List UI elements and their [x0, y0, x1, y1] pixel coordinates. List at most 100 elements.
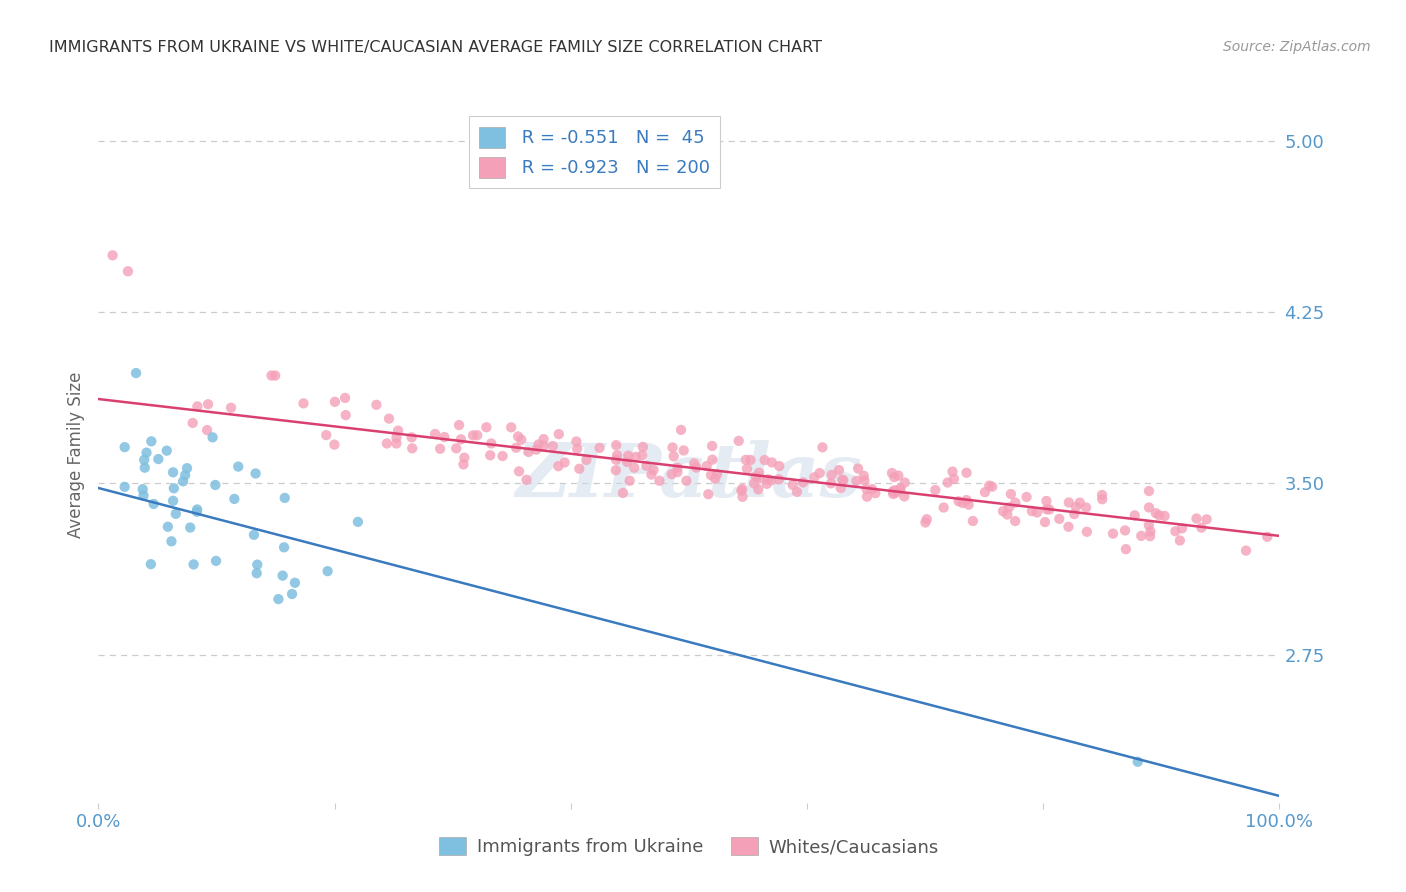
Point	[617, 449, 640, 463]
Point	[832, 473, 855, 487]
Point	[887, 468, 910, 483]
Point	[735, 461, 758, 475]
Point	[267, 592, 290, 607]
Point	[914, 516, 936, 530]
Point	[183, 558, 205, 572]
Point	[315, 428, 337, 442]
Point	[162, 493, 184, 508]
Point	[1126, 755, 1149, 769]
Point	[828, 463, 851, 477]
Point	[605, 452, 627, 467]
Point	[1057, 495, 1080, 509]
Point	[465, 428, 488, 442]
Point	[135, 445, 157, 459]
Point	[1234, 543, 1257, 558]
Point	[134, 453, 156, 467]
Point	[1171, 521, 1194, 535]
Point	[759, 474, 782, 488]
Point	[697, 487, 720, 501]
Point	[510, 433, 533, 447]
Point	[880, 466, 903, 480]
Point	[219, 401, 242, 415]
Point	[820, 476, 842, 491]
Point	[401, 430, 423, 444]
Point	[284, 575, 307, 590]
Point	[1164, 524, 1187, 539]
Point	[894, 475, 917, 490]
Point	[186, 502, 208, 516]
Point	[731, 490, 754, 504]
Point	[640, 467, 662, 482]
Point	[533, 439, 555, 453]
Point	[846, 461, 869, 475]
Point	[955, 493, 977, 508]
Point	[662, 450, 685, 464]
Point	[631, 448, 654, 462]
Point	[1076, 524, 1098, 539]
Point	[114, 440, 136, 454]
Point	[387, 424, 409, 438]
Point	[205, 554, 228, 568]
Point	[575, 453, 598, 467]
Point	[1038, 502, 1060, 516]
Point	[742, 476, 765, 491]
Point	[524, 442, 547, 457]
Point	[932, 500, 955, 515]
Point	[506, 429, 529, 443]
Point	[1091, 488, 1114, 502]
Point	[1063, 507, 1085, 521]
Point	[156, 520, 179, 534]
Point	[226, 459, 249, 474]
Point	[974, 485, 997, 500]
Point	[883, 470, 905, 484]
Point	[333, 391, 356, 405]
Point	[955, 466, 977, 480]
Point	[1000, 487, 1022, 501]
Point	[768, 458, 790, 473]
Point	[1130, 529, 1153, 543]
Point	[727, 434, 749, 448]
Point	[1035, 502, 1057, 516]
Point	[1144, 506, 1167, 520]
Point	[768, 472, 790, 486]
Point	[685, 460, 707, 475]
Point	[623, 460, 645, 475]
Point	[845, 474, 868, 488]
Point	[527, 437, 550, 451]
Point	[163, 481, 186, 495]
Point	[661, 467, 683, 482]
Point	[433, 430, 456, 444]
Point	[201, 430, 224, 444]
Point	[1091, 492, 1114, 507]
Point	[747, 483, 769, 497]
Point	[631, 440, 654, 454]
Point	[204, 478, 226, 492]
Point	[181, 416, 204, 430]
Point	[882, 484, 904, 499]
Point	[748, 466, 770, 480]
Point	[852, 468, 875, 483]
Point	[675, 474, 697, 488]
Text: IMMIGRANTS FROM UKRAINE VS WHITE/CAUCASIAN AVERAGE FAMILY SIZE CORRELATION CHART: IMMIGRANTS FROM UKRAINE VS WHITE/CAUCASI…	[49, 40, 823, 55]
Point	[479, 436, 502, 450]
Point	[114, 480, 136, 494]
Point	[139, 557, 162, 571]
Point	[141, 434, 163, 449]
Point	[117, 264, 139, 278]
Point	[162, 466, 184, 480]
Point	[893, 490, 915, 504]
Point	[678, 807, 700, 822]
Point	[101, 248, 124, 262]
Point	[568, 462, 591, 476]
Point	[605, 463, 627, 477]
Point	[1074, 500, 1097, 515]
Point	[271, 568, 294, 582]
Point	[323, 437, 346, 451]
Point	[672, 443, 695, 458]
Point	[134, 460, 156, 475]
Point	[853, 474, 876, 488]
Point	[936, 475, 959, 490]
Point	[1004, 495, 1026, 509]
Point	[889, 482, 911, 496]
Point	[453, 458, 475, 472]
